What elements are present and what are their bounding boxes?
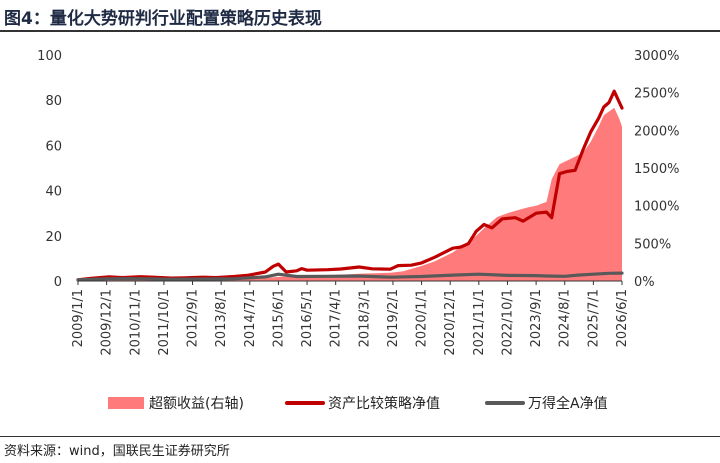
legend-label: 万得全A净值 bbox=[528, 395, 608, 412]
x-tick-label: 2013/8/1 bbox=[214, 289, 229, 347]
excess-area-layer bbox=[78, 107, 622, 281]
series-area-excess-return bbox=[78, 107, 622, 281]
y-right-tick-label: 1500% bbox=[634, 162, 679, 177]
chart: 2009/1/1 2009/12/1 2010/11/1 2011/10/1 2012/… bbox=[37, 49, 679, 412]
y-right-tick-label: 2500% bbox=[634, 87, 679, 102]
source-note: 资料来源：wind，国联民生证券研究所 bbox=[4, 444, 230, 459]
x-tick-label: 2011/10/1 bbox=[157, 289, 172, 356]
legend-item-strategy: 资产比较策略净值 bbox=[285, 395, 440, 412]
series-line-strategy bbox=[76, 89, 624, 282]
legend-item-excess-return: 超额收益(右轴) bbox=[108, 396, 244, 412]
x-tick-label: 2026/6/1 bbox=[615, 289, 630, 347]
x-tick-label: 2019/2/1 bbox=[386, 289, 401, 347]
x-tick-label: 2009/1/1 bbox=[71, 289, 86, 347]
y-left-tick-label: 40 bbox=[45, 185, 62, 200]
x-tick-label: 2023/9/1 bbox=[529, 289, 544, 347]
legend: 超额收益(右轴) 资产比较策略净值 万得全A净值 bbox=[108, 395, 608, 412]
axes: 2009/1/1 2009/12/1 2010/11/1 2011/10/1 2012/… bbox=[37, 49, 679, 356]
x-tick-label: 2015/6/1 bbox=[271, 289, 286, 347]
legend-label: 资产比较策略净值 bbox=[328, 395, 440, 412]
y-right-tick-label: 2000% bbox=[634, 124, 679, 139]
legend-label: 超额收益(右轴) bbox=[149, 396, 244, 412]
y-right-tick-label: 3000% bbox=[634, 49, 679, 64]
x-tick-label: 2024/8/1 bbox=[558, 289, 573, 347]
chart-title: 图4：量化大势研判行业配置策略历史表现 bbox=[4, 9, 322, 29]
y-left-tick-label: 0 bbox=[54, 275, 62, 290]
y-left-tick-label: 100 bbox=[37, 49, 62, 64]
x-tick-label: 2016/5/1 bbox=[300, 289, 315, 347]
x-tick-label: 2020/1/1 bbox=[415, 289, 430, 347]
title-rule bbox=[0, 30, 720, 32]
x-tick-label: 2018/3/1 bbox=[357, 289, 372, 347]
x-tick-label: 2021/11/1 bbox=[472, 289, 487, 356]
x-tick-label: 2010/11/1 bbox=[128, 289, 143, 356]
legend-swatch bbox=[108, 397, 144, 409]
x-tick-label: 2012/9/1 bbox=[186, 289, 201, 347]
footer-rule bbox=[0, 436, 720, 437]
x-tick-label: 2022/10/1 bbox=[500, 289, 515, 356]
x-tick-label: 2025/7/1 bbox=[586, 289, 601, 347]
x-tick-label: 2017/4/1 bbox=[329, 289, 344, 347]
legend-item-benchmark: 万得全A净值 bbox=[485, 395, 608, 412]
x-tick-label: 2020/12/1 bbox=[443, 289, 458, 356]
y-left-tick-label: 20 bbox=[45, 230, 62, 245]
x-tick-label: 2014/7/1 bbox=[243, 289, 258, 347]
y-left-tick-label: 80 bbox=[45, 94, 62, 109]
y-right-tick-label: 0% bbox=[634, 275, 655, 290]
series-line-benchmark bbox=[76, 271, 624, 282]
y-right-tick-label: 500% bbox=[634, 237, 671, 252]
y-right-tick-label: 1000% bbox=[634, 200, 679, 215]
x-tick-label: 2009/12/1 bbox=[100, 289, 115, 356]
line-layer bbox=[76, 89, 624, 282]
y-left-tick-label: 60 bbox=[45, 139, 62, 154]
